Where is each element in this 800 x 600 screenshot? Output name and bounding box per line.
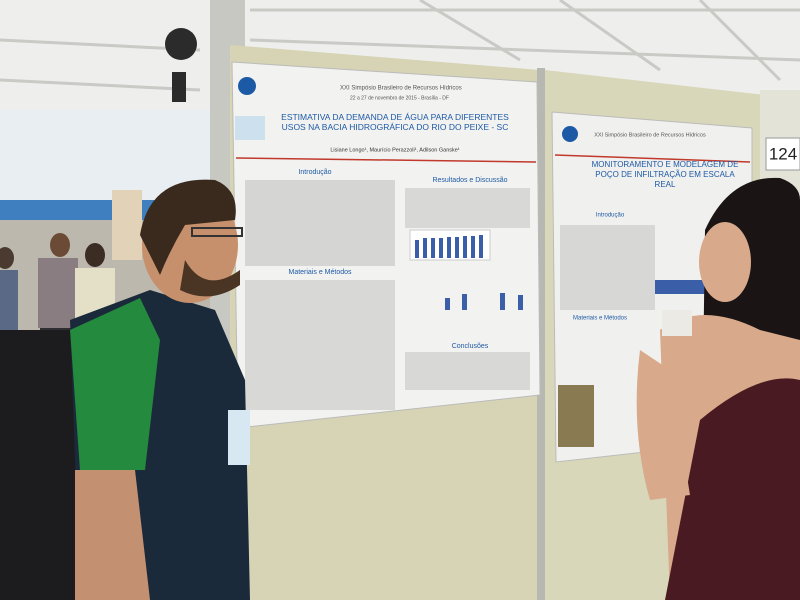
poster-dates: 22 a 27 de novembro de 2015 - Brasília -…: [350, 95, 449, 101]
poster-photo: [558, 385, 594, 447]
poster-title-box: ESTIMATIVA DA DEMANDA DE ÁGUA PARA DIFER…: [281, 112, 509, 132]
board-number-plate: [765, 137, 800, 171]
poster-rule: [235, 157, 537, 163]
poster-event: XXI Simpósio Brasileiro de Recursos Hídr…: [340, 86, 462, 92]
logo: [238, 77, 256, 95]
poster-text-lines: [245, 180, 530, 410]
board-number: 124: [769, 144, 797, 163]
speaker: [172, 72, 186, 102]
poster-text-lines: [560, 225, 655, 310]
visitor-woman: [636, 177, 800, 600]
visitor-man: [0, 179, 250, 600]
poster-rule: [554, 154, 751, 163]
board-post: [537, 68, 545, 600]
poster-title: ESTIMATIVA DA DEMANDA DE ÁGUA PARA DIFER…: [281, 112, 509, 132]
poster-event: XXI Simpósio Brasileiro de Recursos Hídr…: [594, 132, 706, 138]
section-heading: Resultados e Discussão: [432, 177, 507, 184]
poster-title: MONITORAMENTO E MODELAGEM DE POÇO DE INF…: [591, 160, 739, 189]
poster-authors: Lisiane Longo¹, Maurício Perazzoli¹, Adi…: [330, 147, 459, 153]
section-heading: Introdução: [298, 169, 331, 176]
ceiling-trusses: [0, 0, 800, 92]
section-heading: Materiais e Métodos: [288, 269, 352, 276]
section-heading: Materiais e Métodos: [573, 316, 627, 322]
section-heading: Conclusões: [452, 343, 489, 350]
logo: [562, 126, 578, 142]
speaker: [165, 28, 197, 60]
section-heading: Introdução: [596, 213, 625, 219]
logo: [235, 116, 265, 140]
poster-title-box: MONITORAMENTO E MODELAGEM DE POÇO DE INF…: [591, 160, 739, 189]
poster-figure: [655, 280, 710, 294]
poster-figure-bars: [415, 235, 523, 310]
